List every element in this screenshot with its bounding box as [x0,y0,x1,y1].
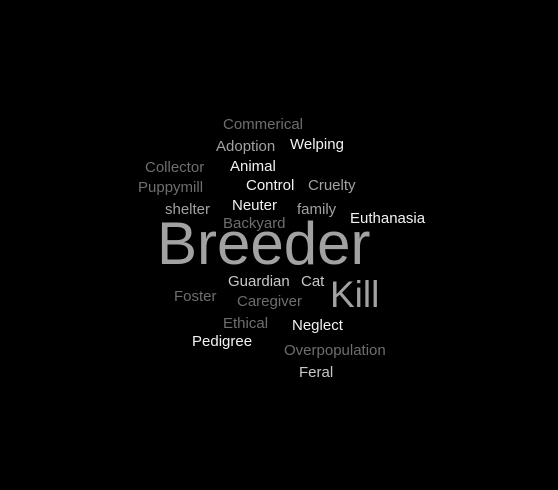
word-pedigree: Pedigree [192,333,253,350]
word-commerical: Commerical [223,116,304,133]
word-collector: Collector [145,159,205,176]
word-kill: Kill [330,274,380,315]
word-puppymill: Puppymill [138,179,204,196]
word-feral: Feral [299,364,334,381]
word-control: Control [246,177,295,194]
word-caregiver: Caregiver [237,293,303,310]
word-neuter: Neuter [232,197,278,214]
word-backyard: Backyard [223,215,286,232]
word-family: family [297,201,337,218]
word-adoption: Adoption [216,138,276,155]
word-welping: Welping [290,136,344,153]
word-foster: Foster [174,288,217,305]
word-guardian: Guardian [228,273,290,290]
word-animal: Animal [230,158,276,175]
word-breeder: Breeder [157,210,371,277]
word-cruelty: Cruelty [308,177,356,194]
word-ethical: Ethical [223,315,269,332]
word-shelter: shelter [165,201,211,218]
word-cat: Cat [301,273,325,290]
word-neglect: Neglect [292,317,343,334]
word-overpopulation: Overpopulation [284,342,386,359]
word-euthanasia: Euthanasia [350,210,426,227]
